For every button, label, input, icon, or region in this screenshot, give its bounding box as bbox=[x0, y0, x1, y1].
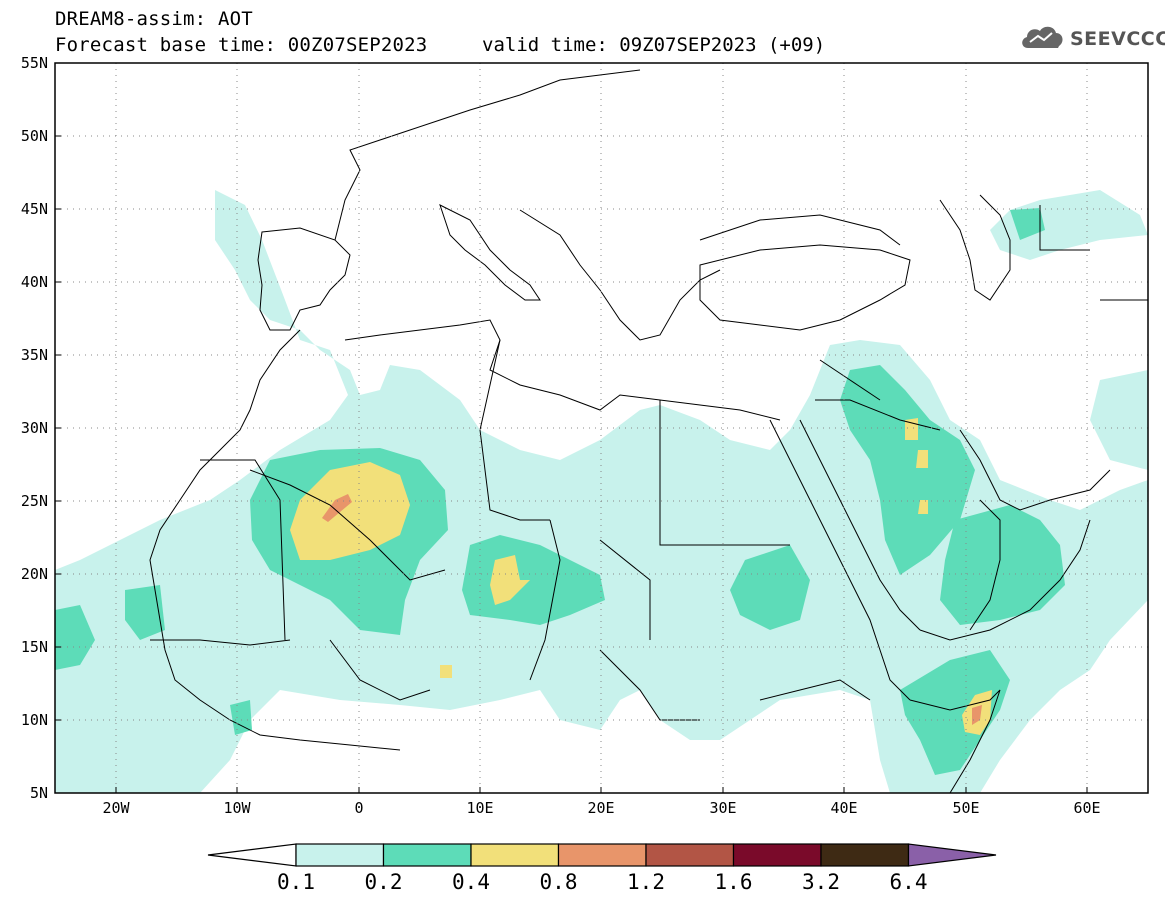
lat-labels: 55N 50N 45N 40N 35N 30N 25N 20N 15N 10N … bbox=[21, 54, 48, 802]
lon-label: 10W bbox=[223, 799, 251, 817]
lat-label: 55N bbox=[21, 54, 48, 72]
lat-label: 30N bbox=[21, 419, 48, 437]
lat-label: 15N bbox=[21, 638, 48, 656]
colorbar-label: 0.4 bbox=[452, 870, 490, 894]
colorbar-label: 0.8 bbox=[539, 870, 578, 894]
colorbar-under-triangle bbox=[207, 843, 297, 867]
product-title: DREAM8-assim: AOT bbox=[55, 8, 253, 30]
colorbar-label: 3.2 bbox=[802, 870, 840, 894]
colorbar-label: 1.6 bbox=[714, 870, 753, 894]
colorbar-segment bbox=[470, 843, 560, 867]
lon-label: 30E bbox=[709, 799, 736, 817]
lon-label: 50E bbox=[952, 799, 979, 817]
valid-time: valid time: 09Z07SEP2023 (+09) bbox=[482, 34, 826, 56]
lat-label: 5N bbox=[30, 784, 48, 802]
lat-label: 35N bbox=[21, 346, 48, 364]
lon-label: 20W bbox=[102, 799, 130, 817]
colorbar-segment bbox=[820, 843, 910, 867]
colorbar-label: 1.2 bbox=[627, 870, 665, 894]
colorbar-label: 6.4 bbox=[889, 870, 928, 894]
lat-label: 20N bbox=[21, 565, 48, 583]
axis-ticks bbox=[55, 62, 1088, 793]
lon-label: 10E bbox=[466, 799, 493, 817]
colorbar-segment bbox=[557, 843, 647, 867]
lat-label: 40N bbox=[21, 273, 48, 291]
colorbar-segment bbox=[382, 843, 472, 867]
lon-labels: 20W 10W 0 10E 20E 30E 40E 50E 60E bbox=[102, 799, 1100, 817]
colorbar bbox=[207, 843, 997, 867]
aot-field-high bbox=[290, 418, 992, 735]
graticule bbox=[55, 63, 1148, 793]
lat-label: 10N bbox=[21, 711, 48, 729]
lon-label: 40E bbox=[830, 799, 857, 817]
lat-label: 25N bbox=[21, 492, 48, 510]
seevccc-logo: SEEVCCC bbox=[1018, 22, 1165, 56]
colorbar-over-triangle bbox=[907, 843, 997, 867]
cloud-icon bbox=[1018, 22, 1066, 56]
colorbar-segment bbox=[295, 843, 385, 867]
coastlines bbox=[55, 63, 1148, 793]
colorbar-segment bbox=[732, 843, 822, 867]
aot-field-light bbox=[55, 190, 1148, 793]
colorbar-label: 0.1 bbox=[277, 870, 315, 894]
lat-label: 50N bbox=[21, 127, 48, 145]
forecast-base-time: Forecast base time: 00Z07SEP2023 bbox=[55, 34, 428, 56]
colorbar-label: 0.2 bbox=[364, 870, 403, 894]
lat-label: 45N bbox=[21, 200, 48, 218]
lon-label: 0 bbox=[354, 799, 363, 817]
lon-label: 20E bbox=[587, 799, 614, 817]
lon-label: 60E bbox=[1073, 799, 1100, 817]
logo-text: SEEVCCC bbox=[1070, 28, 1165, 50]
colorbar-segment bbox=[645, 843, 735, 867]
